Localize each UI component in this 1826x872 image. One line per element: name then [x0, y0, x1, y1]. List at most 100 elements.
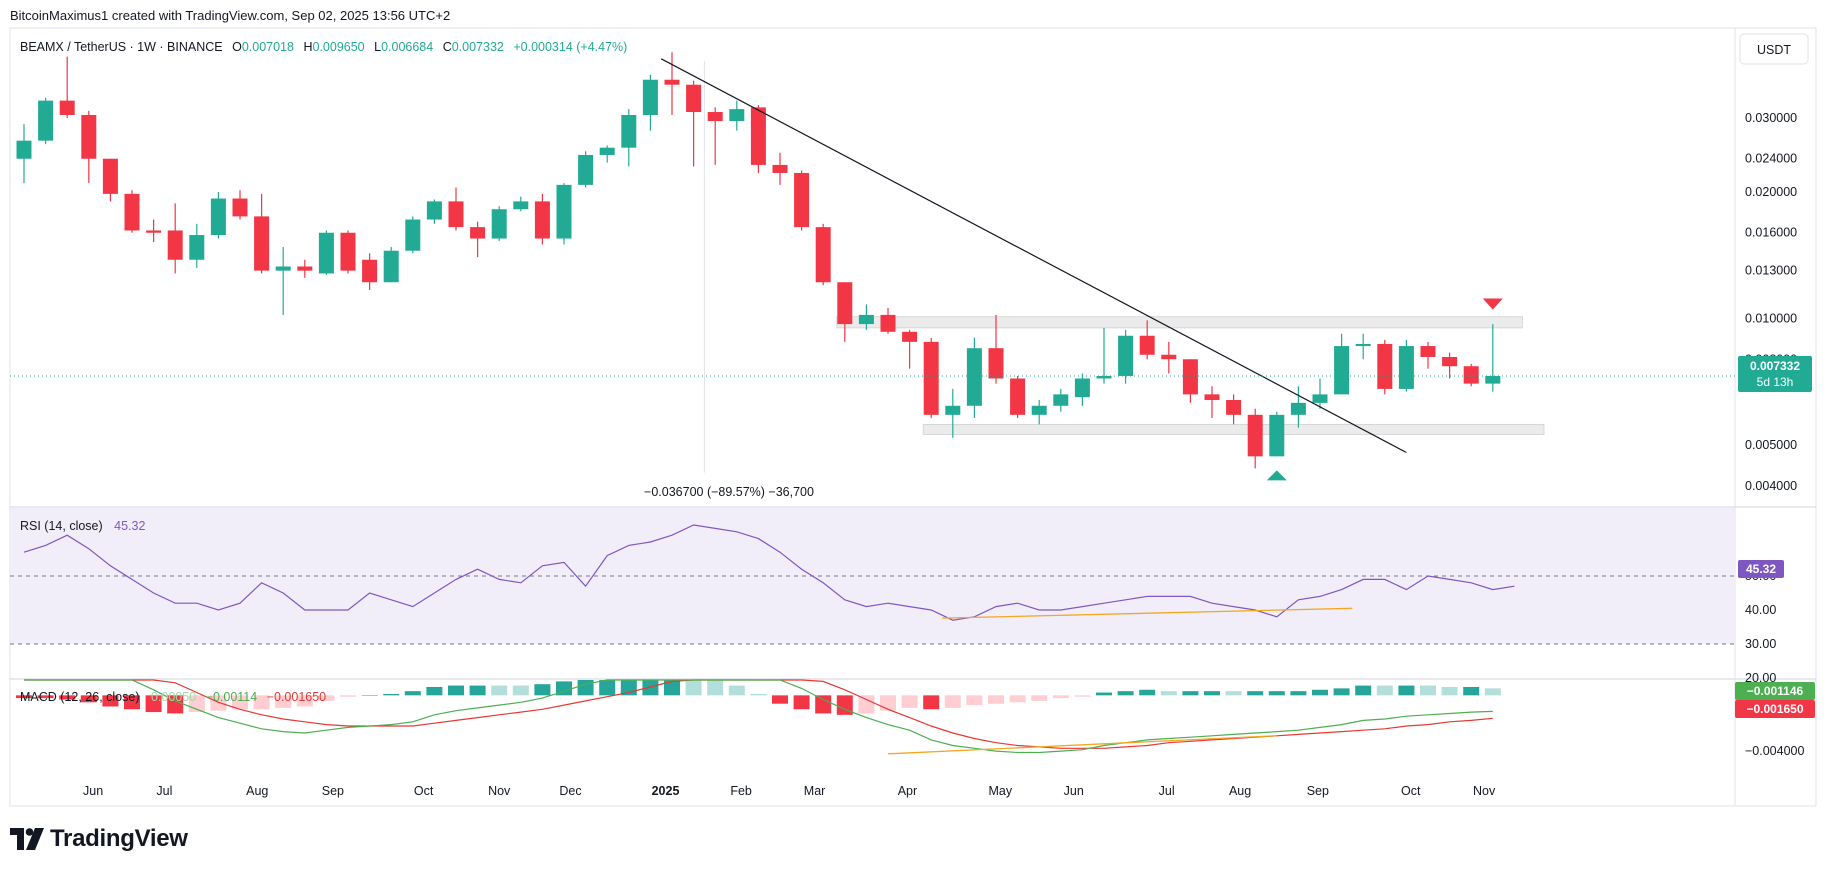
- legend-high-label: H: [303, 40, 312, 54]
- rsi-divergence-line: [941, 607, 1353, 619]
- downtrend-line[interactable]: [660, 58, 1407, 454]
- candle-body: [1485, 375, 1501, 384]
- candle-body: [1269, 414, 1285, 457]
- macd-histogram-bar: [1398, 685, 1415, 696]
- macd-histogram-bar: [750, 693, 767, 696]
- legend-open: 0.007018: [242, 40, 294, 54]
- rsi-tick-label: 40.00: [1745, 603, 1776, 617]
- candle: [858, 304, 874, 330]
- macd-histogram-bar: [1074, 695, 1091, 697]
- candle: [167, 203, 183, 274]
- macd-histogram-bar: [37, 695, 54, 699]
- candle: [686, 80, 702, 167]
- candle: [578, 151, 594, 188]
- candle: [124, 190, 140, 233]
- time-tick-label: Nov: [1473, 784, 1496, 798]
- candle-body: [1312, 394, 1328, 403]
- currency-button[interactable]: USDT: [1739, 33, 1809, 65]
- macd-histogram-bar: [642, 680, 659, 696]
- candle: [383, 246, 399, 283]
- candle: [534, 193, 550, 245]
- macd-histogram-bar: [59, 695, 76, 700]
- candle-body: [59, 100, 75, 115]
- candle-body: [318, 232, 334, 274]
- macd-histogram-bar: [836, 695, 853, 715]
- candle: [599, 145, 615, 163]
- candle-body: [1420, 346, 1436, 357]
- legend-close-label: C: [443, 40, 452, 54]
- candle-body: [167, 230, 183, 260]
- tradingview-logo[interactable]: TradingView: [10, 824, 188, 854]
- legend-low: 0.006684: [381, 40, 433, 54]
- candle: [1247, 408, 1263, 469]
- rsi-tick-label: 20.00: [1745, 671, 1776, 685]
- rsi-legend: RSI (14, close) 45.32: [20, 519, 145, 533]
- macd-histogram-bar: [1031, 695, 1048, 701]
- macd-histogram-bar: [901, 695, 918, 708]
- rsi-value-badge: 45.32: [1738, 560, 1784, 578]
- candle-body: [275, 266, 291, 271]
- candle: [988, 314, 1004, 384]
- candle: [340, 230, 356, 274]
- candle-body: [858, 314, 874, 325]
- macd-histogram-bar: [1096, 692, 1112, 696]
- macd-histogram-bar: [858, 695, 875, 714]
- candle-body: [513, 201, 529, 210]
- candle-body: [880, 314, 896, 332]
- macd-histogram-bar: [685, 680, 702, 696]
- legend-change: +0.000314 (+4.47%): [513, 40, 627, 54]
- buy-signal-arrow-icon: [1266, 470, 1287, 481]
- macd-histogram-bar: [361, 695, 378, 696]
- candle-body: [297, 266, 313, 271]
- candle: [794, 170, 810, 231]
- macd-histogram-bar: [469, 685, 486, 696]
- candle-body: [1053, 394, 1069, 406]
- macd-badge-value: −0.001146: [1747, 684, 1804, 698]
- macd-histogram-bar: [1052, 695, 1069, 699]
- macd-histogram-bar: [534, 684, 551, 696]
- candle-body: [945, 405, 961, 415]
- candle: [966, 337, 982, 418]
- time-tick-label: May: [989, 784, 1013, 798]
- time-tick-label: Nov: [488, 784, 511, 798]
- macd-divergence-line: [887, 735, 1277, 755]
- candles-layer: [16, 52, 1501, 469]
- candle: [1290, 386, 1306, 428]
- candle: [470, 221, 486, 258]
- price-tick-label: 0.020000: [1745, 185, 1797, 199]
- candle-body: [102, 158, 118, 194]
- macd-histogram-bar: [599, 680, 616, 696]
- candle: [707, 107, 723, 165]
- time-tick-label: Oct: [414, 784, 434, 798]
- candle: [1355, 333, 1371, 360]
- candle: [1118, 329, 1134, 384]
- candle-body: [232, 198, 248, 217]
- candle: [556, 183, 572, 245]
- time-tick-label: Mar: [804, 784, 826, 798]
- candle-body: [988, 348, 1004, 379]
- candle-body: [81, 114, 97, 159]
- candle-body: [664, 79, 680, 85]
- candle: [902, 329, 918, 369]
- legend-symbol: BEAMX / TetherUS · 1W · BINANCE: [20, 40, 223, 54]
- macd-histogram-bar: [340, 695, 356, 697]
- macd-legend-macd: −0.00114: [206, 690, 258, 704]
- candle: [880, 307, 896, 334]
- price-tick-label: 0.010000: [1745, 312, 1797, 326]
- candle: [1442, 352, 1458, 379]
- candle-body: [750, 107, 766, 165]
- candle-body: [794, 172, 810, 228]
- price-tick-label: 0.030000: [1745, 111, 1797, 125]
- candle: [923, 337, 939, 418]
- macd-histogram-bar: [988, 695, 1004, 704]
- time-tick-label: Dec: [559, 784, 581, 798]
- macd-histogram-bar: [426, 686, 443, 696]
- macd-legend: MACD (12, 26, close) 0.00050 −0.00114 −0…: [20, 690, 326, 704]
- macd-histogram-bar: [1160, 691, 1177, 696]
- macd-histogram-bar: [1290, 691, 1307, 696]
- time-tick-label: Jun: [1064, 784, 1084, 798]
- candle: [945, 388, 961, 438]
- candle-body: [1377, 343, 1393, 389]
- candle-body: [837, 282, 853, 325]
